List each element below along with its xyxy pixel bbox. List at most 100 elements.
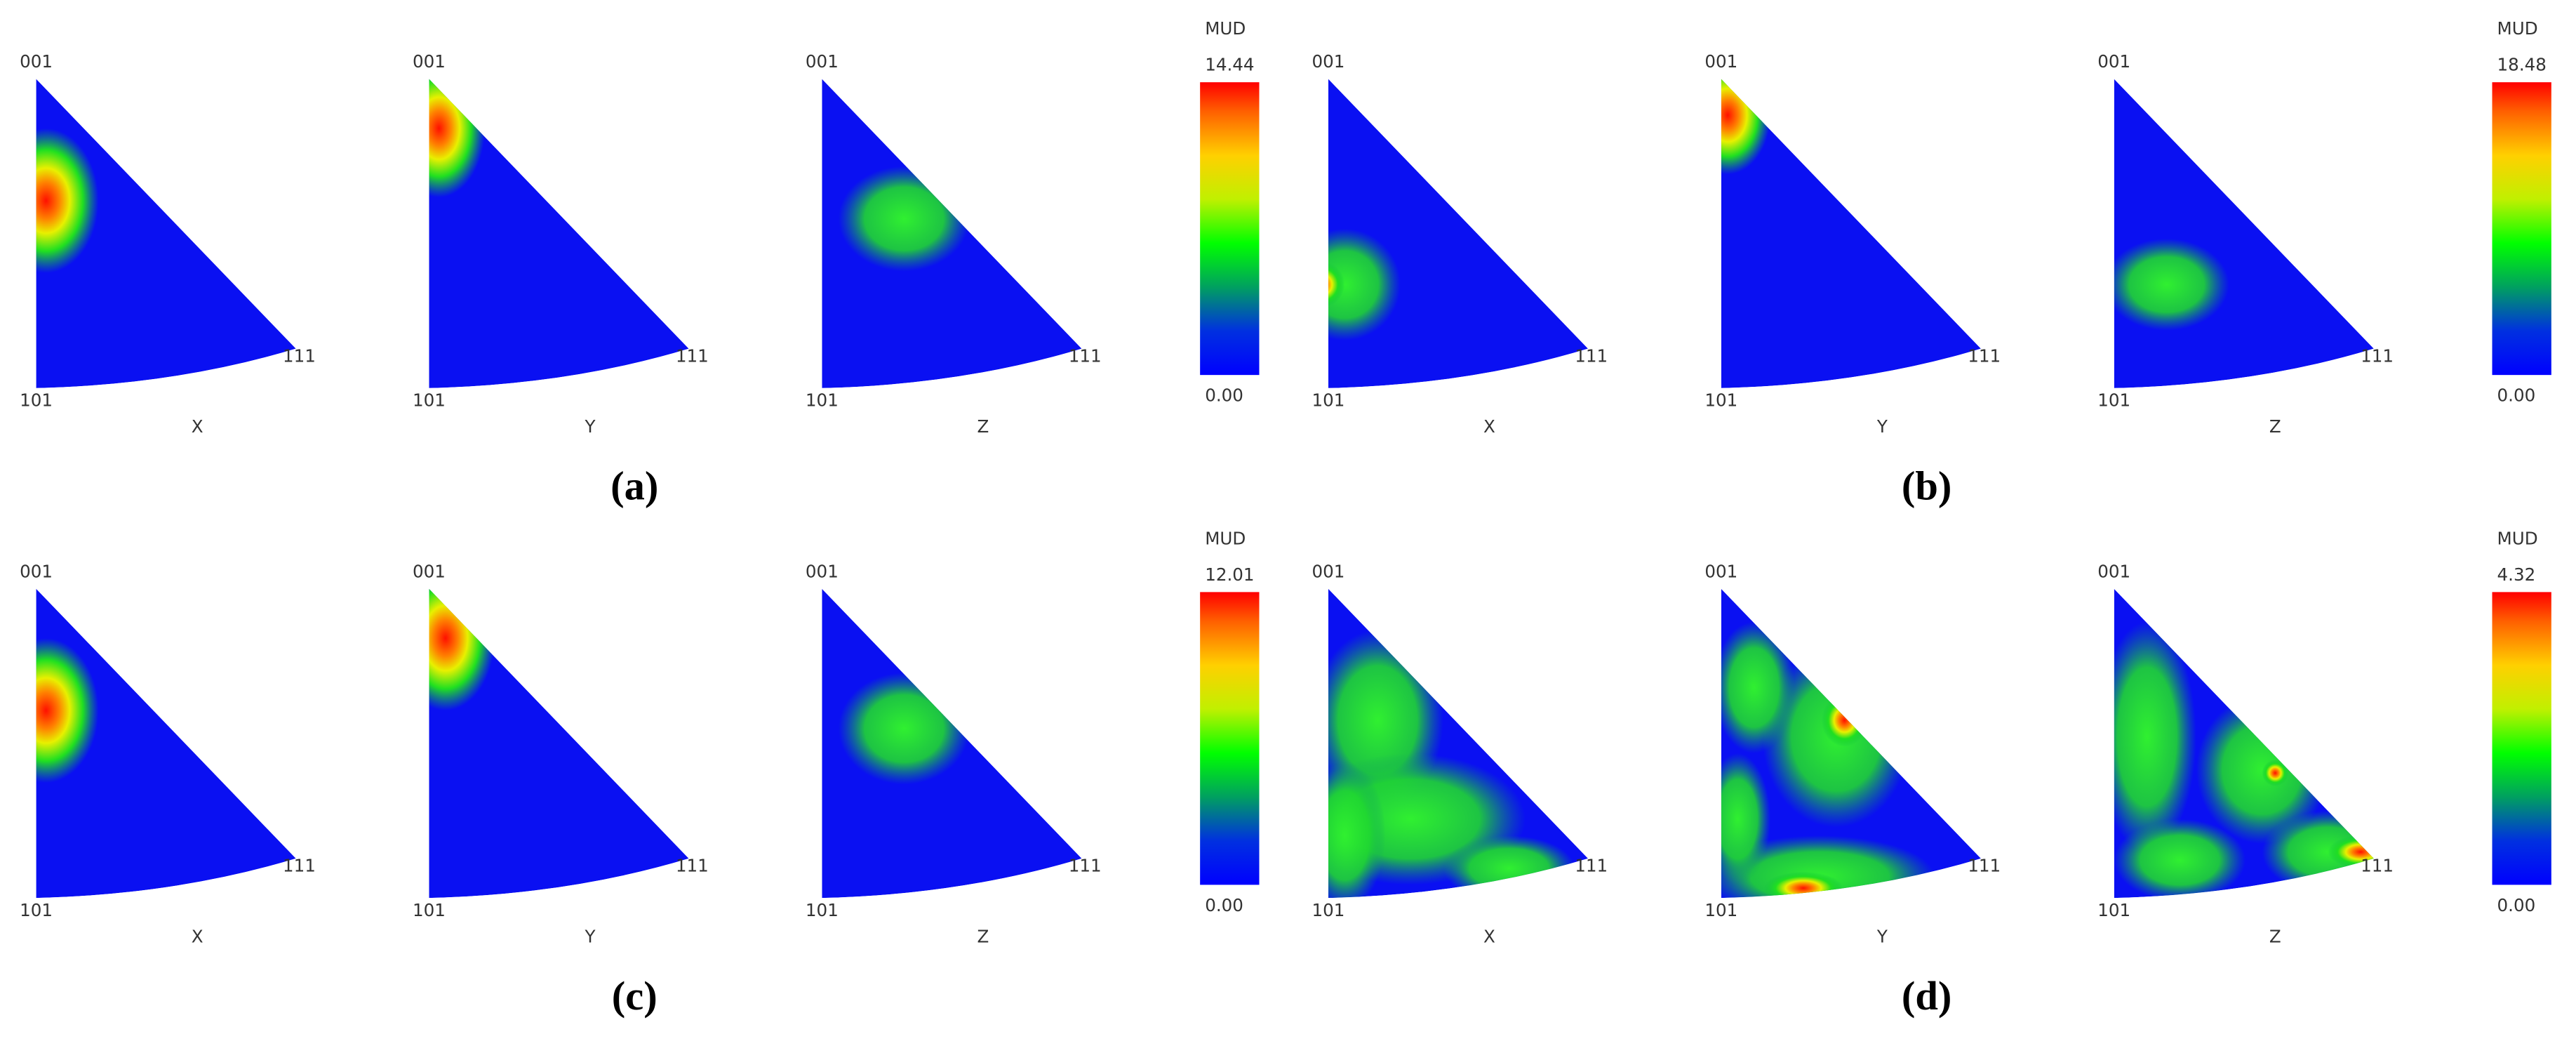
- axis-label: Y: [585, 416, 596, 437]
- corner-label: 001: [1312, 51, 1344, 72]
- triangle: [2114, 79, 2374, 388]
- pole-figure: 001 101 111 Y: [1704, 51, 2001, 437]
- corner-label: 001: [806, 51, 839, 72]
- corner-label: 111: [1968, 856, 2001, 876]
- triangle: [36, 588, 296, 899]
- corner-label: 001: [20, 561, 53, 581]
- triangle: [429, 79, 689, 388]
- colorbar: [2492, 82, 2551, 376]
- corner-label: 101: [1704, 900, 1737, 920]
- panel: 001 101 111 X 001 101 111 Y 001 101 111 Z MUD 4.32 0.0…: [1312, 528, 2551, 1019]
- corner-label: 101: [413, 390, 446, 411]
- corner-label: 111: [1069, 856, 1102, 876]
- triangle: [36, 79, 296, 388]
- heatmap: [1721, 79, 1981, 388]
- colorbar-title: MUD: [1205, 528, 1246, 548]
- colorbar-min: 0.00: [2497, 895, 2536, 915]
- triangle: [1721, 79, 1981, 388]
- intensity-blob: [1721, 753, 1771, 885]
- corner-label: 001: [413, 561, 446, 581]
- heatmap: [429, 588, 689, 899]
- axis-label: Y: [1876, 926, 1888, 946]
- corner-label: 111: [283, 345, 316, 366]
- panel: 001 101 111 X 001 101 111 Y 001 101 111 Z MUD 14.44 0.…: [20, 18, 1260, 509]
- axis-label: X: [1483, 926, 1495, 946]
- colorbar: [2492, 592, 2551, 885]
- corner-label: 001: [20, 51, 53, 72]
- heatmap: [429, 79, 689, 388]
- colorbar-min: 0.00: [1205, 385, 1243, 406]
- colorbar-max: 18.48: [2497, 55, 2547, 75]
- corner-label: 101: [806, 900, 839, 920]
- corner-label: 101: [1704, 390, 1737, 411]
- pole-figure: 001 101 111 Z: [806, 561, 1102, 946]
- intensity-blob: [36, 128, 99, 273]
- colorbar-max: 12.01: [1205, 564, 1254, 585]
- intensity-blob: [2328, 835, 2374, 868]
- colorbar: [1200, 82, 1260, 376]
- intensity-blob: [2114, 238, 2229, 331]
- heatmap: [2114, 588, 2374, 899]
- intensity-blob: [1328, 261, 1345, 308]
- corner-label: 001: [1704, 51, 1737, 72]
- pole-figure: 001 101 111 Z: [806, 51, 1102, 437]
- corner-label: 001: [1312, 561, 1344, 581]
- colorbar-title: MUD: [1205, 18, 1246, 39]
- corner-label: 101: [2097, 390, 2130, 411]
- corner-label: 101: [1312, 390, 1344, 411]
- corner-label: 001: [2097, 51, 2130, 72]
- panel-label: (b): [1902, 463, 1952, 509]
- panel: 001 101 111 X 001 101 111 Y 001 101 111 Z MUD 18.48 0.…: [1312, 18, 2551, 509]
- pole-figure: 001 101 111 X: [1312, 561, 1608, 946]
- panel: 001 101 111 X 001 101 111 Y 001 101 111 Z MUD 12.01 0.…: [20, 528, 1260, 1019]
- axis-label: Z: [977, 416, 989, 437]
- intensity-blob: [429, 79, 486, 198]
- pole-figure: 001 101 111 Y: [413, 51, 709, 437]
- colorbar-min: 0.00: [2497, 385, 2536, 406]
- axis-label: Z: [2269, 416, 2281, 437]
- intensity-blob: [429, 588, 495, 711]
- intensity-blob: [1328, 228, 1401, 340]
- intensity-blob: [36, 637, 99, 783]
- corner-label: 101: [2097, 900, 2130, 920]
- corner-label: 001: [1704, 561, 1737, 581]
- heatmap: [1328, 588, 1589, 899]
- pole-figure: 001 101 111 Y: [413, 561, 709, 946]
- intensity-blob: [838, 673, 970, 785]
- intensity-blob: [838, 166, 970, 272]
- corner-label: 001: [2097, 561, 2130, 581]
- corner-label: 101: [20, 390, 53, 411]
- corner-label: 111: [676, 345, 709, 366]
- heatmap: [822, 79, 1082, 388]
- axis-label: X: [192, 926, 203, 946]
- pole-figure: 001 101 111 Z: [2097, 561, 2394, 946]
- corner-label: 111: [283, 856, 316, 876]
- pole-figure: 001 101 111 X: [1312, 51, 1608, 437]
- corner-label: 111: [1575, 345, 1608, 366]
- pole-figure: 001 101 111 Y: [1704, 561, 2001, 946]
- corner-label: 111: [2361, 856, 2394, 876]
- heatmap: [2114, 79, 2374, 388]
- colorbar-max: 14.44: [1205, 55, 1254, 75]
- corner-label: 101: [413, 900, 446, 920]
- axis-label: Y: [1876, 416, 1888, 437]
- heatmap: [822, 588, 1082, 899]
- intensity-blob: [1821, 694, 1868, 747]
- intensity-blob: [1763, 871, 1843, 899]
- corner-label: 111: [676, 856, 709, 876]
- corner-label: 101: [20, 900, 53, 920]
- corner-label: 001: [413, 51, 446, 72]
- intensity-blob: [2262, 760, 2289, 786]
- colorbar: [1200, 592, 1260, 885]
- pole-figure: 001 101 111 Z: [2097, 51, 2394, 437]
- colorbar-min: 0.00: [1205, 895, 1243, 915]
- colorbar-title: MUD: [2497, 528, 2538, 548]
- panel-label: (d): [1902, 973, 1952, 1019]
- corner-label: 111: [1575, 856, 1608, 876]
- corner-label: 111: [2361, 345, 2394, 366]
- axis-label: X: [192, 416, 203, 437]
- panel-label: (c): [612, 973, 658, 1019]
- axis-label: Y: [585, 926, 596, 946]
- corner-label: 001: [806, 561, 839, 581]
